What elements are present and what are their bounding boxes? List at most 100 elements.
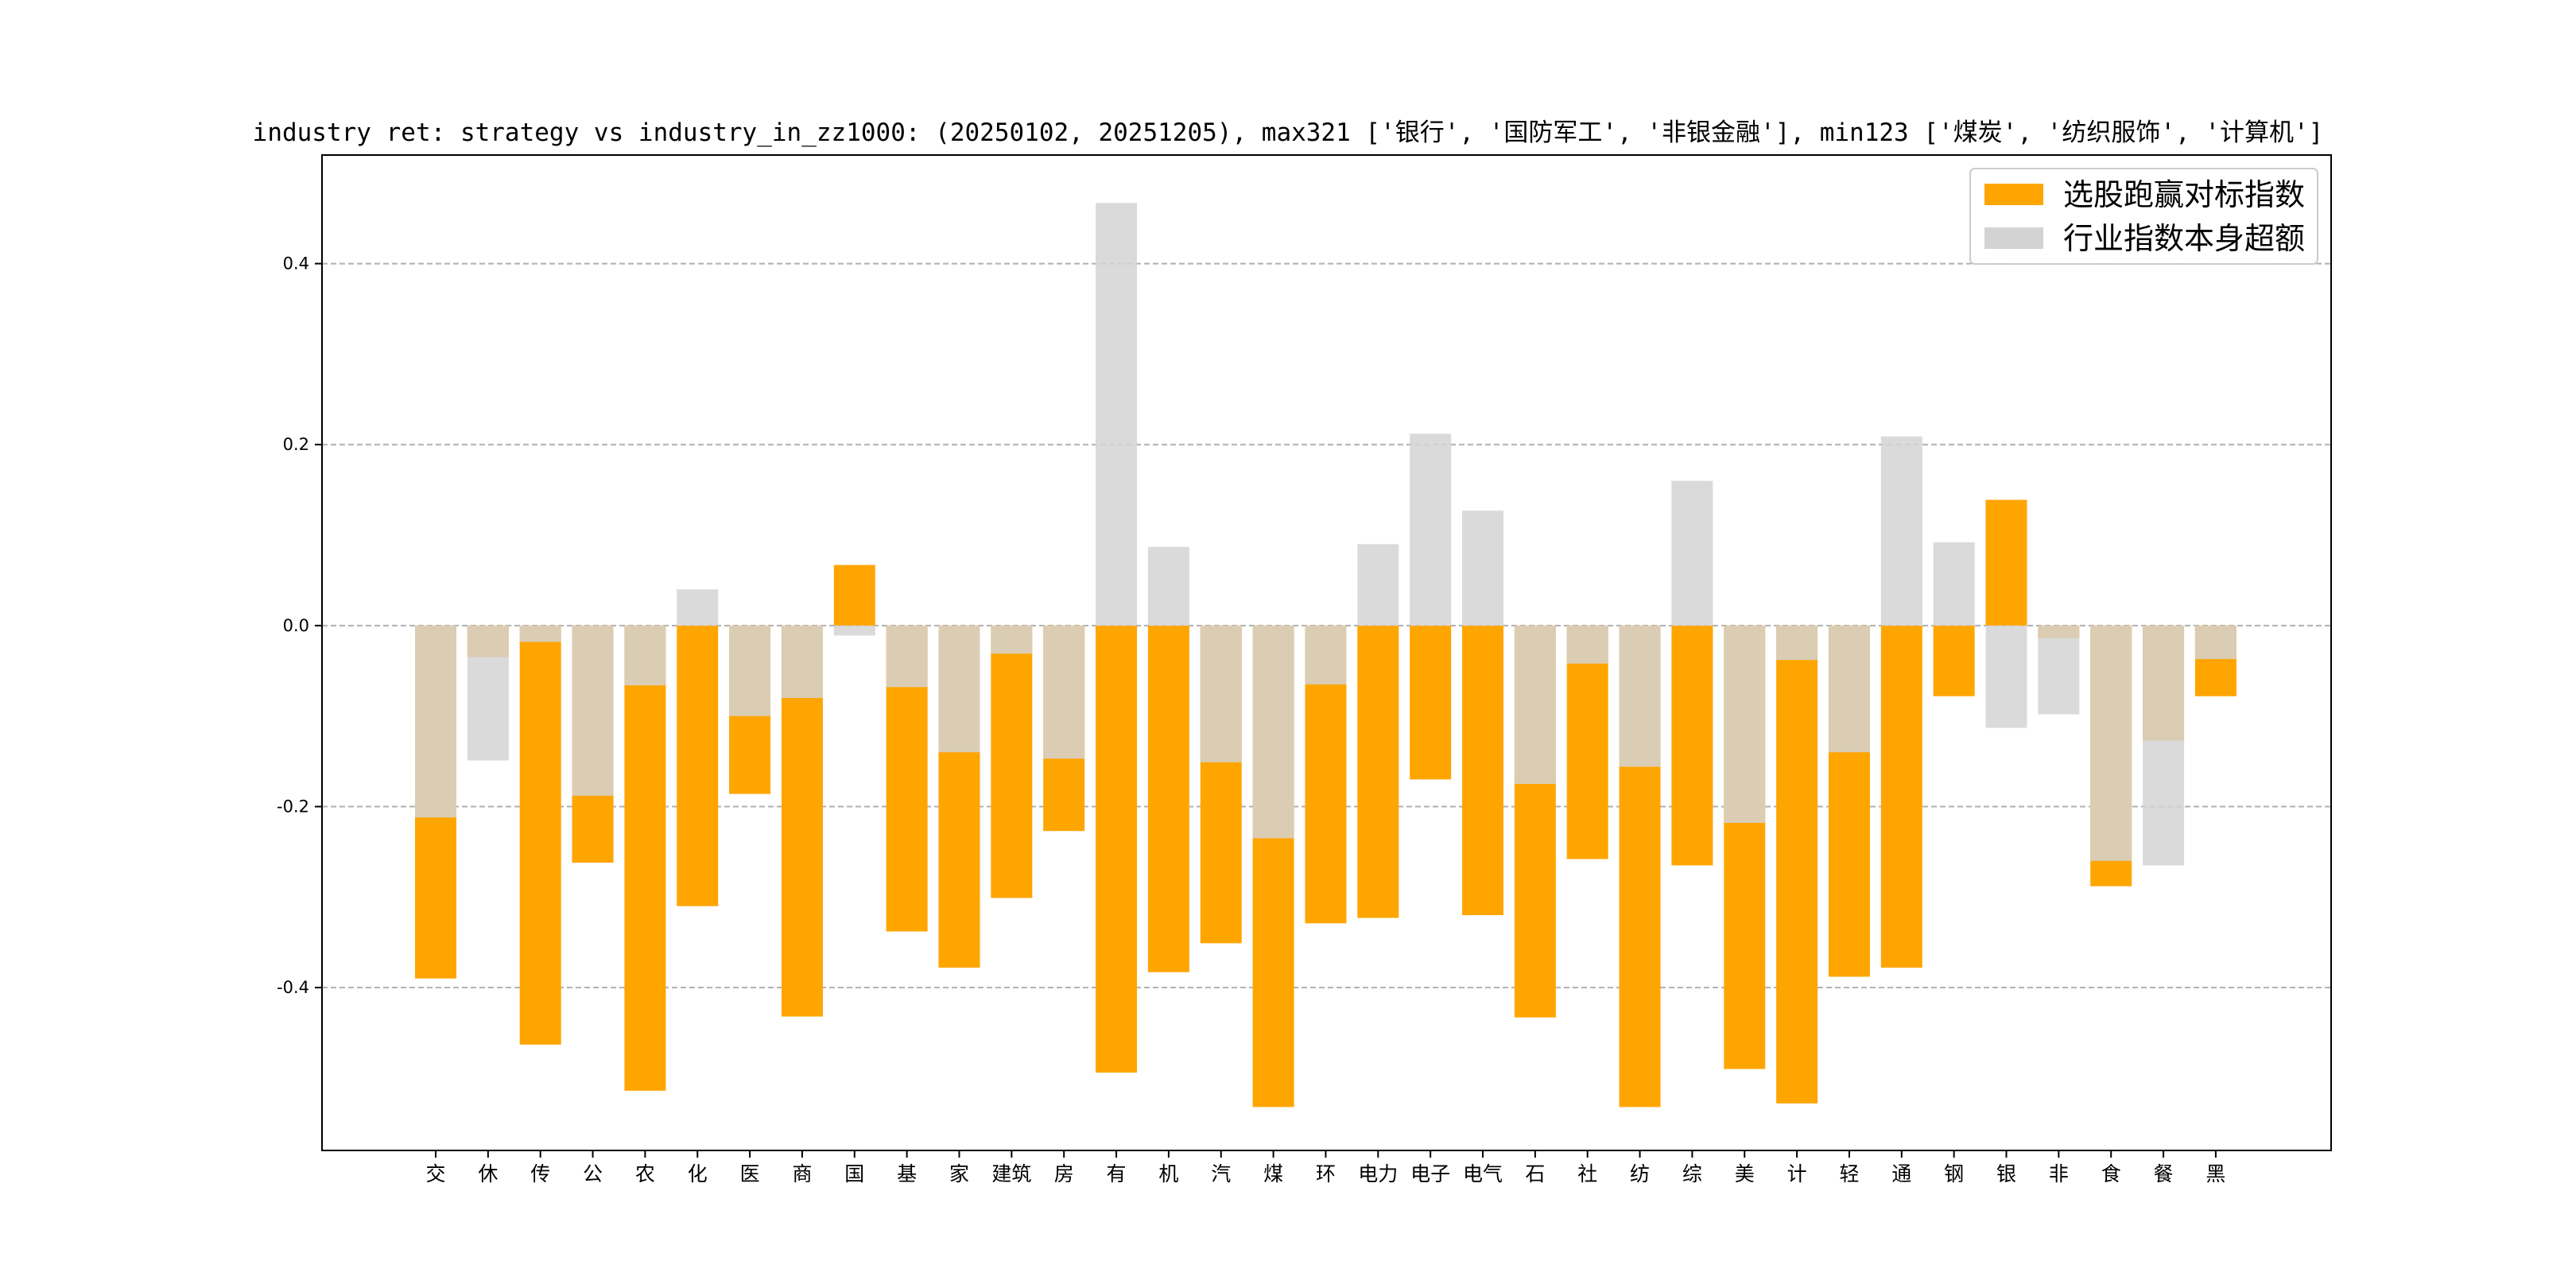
- bar-outperform: [1462, 625, 1503, 916]
- bar-outperform: [1933, 625, 1975, 696]
- legend-swatch-industry-excess: [1984, 227, 2043, 249]
- x-tick-label: 银: [1996, 1162, 2016, 1185]
- bar-industry-excess: [781, 625, 823, 698]
- x-tick-label: 纺: [1630, 1162, 1650, 1185]
- x-tick-label: 机: [1158, 1162, 1178, 1185]
- bar-industry-excess: [1357, 544, 1399, 626]
- x-tick-label: 国: [844, 1162, 864, 1185]
- x-tick-label: 黑: [2206, 1162, 2225, 1185]
- x-tick-label: 轻: [1839, 1162, 1859, 1185]
- x-axis: 交 休 传 公 农 化 医 商 国 基 家建筑房 有 机 汽 煤 环电力 电子 电气石 社 纺 综 美 计 轻 通 钢 银 非 食 餐 黑: [425, 1150, 2225, 1185]
- x-tick-label: 通: [1891, 1162, 1911, 1185]
- legend-box: [1969, 168, 2318, 265]
- bar-industry-excess: [1880, 436, 1922, 626]
- bar-outperform: [1776, 625, 1818, 1104]
- plot-frame: [321, 154, 2332, 1151]
- bar-outperform: [519, 625, 561, 1045]
- bar-outperform: [1410, 625, 1452, 780]
- legend: 选股跑赢对标指数 行业指数本身超额: [1969, 168, 2318, 265]
- bar-outperform: [1671, 625, 1713, 866]
- bar-industry-excess: [1462, 510, 1503, 626]
- bar-industry-excess: [729, 625, 771, 716]
- bar-industry-excess: [1566, 625, 1608, 664]
- bar-outperform: [1880, 625, 1922, 968]
- x-tick-label: 煤: [1263, 1162, 1283, 1185]
- bar-industry-excess: [1724, 625, 1766, 823]
- bar-outperform: [1096, 625, 1138, 1073]
- chart-title: industry ret: strategy vs industry_in_zz…: [253, 118, 2324, 147]
- bar-industry-excess: [1776, 625, 1818, 661]
- bar-outperform: [1147, 625, 1189, 972]
- y-tick-label: -0.2: [277, 797, 309, 816]
- bar-industry-excess: [624, 625, 666, 685]
- bar-industry-excess: [1252, 625, 1294, 839]
- bar-industry-excess: [572, 625, 614, 796]
- x-tick-label: 农: [635, 1162, 655, 1185]
- x-tick-label: 电气: [1463, 1162, 1503, 1185]
- bar-industry-excess: [1514, 625, 1556, 785]
- bar-industry-excess: [1200, 625, 1242, 762]
- x-tick-label: 汽: [1211, 1162, 1231, 1185]
- x-tick-label: 有: [1107, 1162, 1127, 1185]
- y-axis: -0.4 -0.2 0.0 0.2 0.4: [277, 254, 322, 997]
- bar-industry-excess: [833, 625, 875, 636]
- bar-outperform: [677, 625, 719, 906]
- x-tick-label: 社: [1577, 1162, 1597, 1185]
- x-tick-label: 计: [1787, 1162, 1807, 1185]
- x-tick-label: 传: [530, 1162, 550, 1185]
- bar-industry-excess: [2090, 625, 2132, 861]
- x-tick-label: 石: [1525, 1162, 1545, 1185]
- bar-industry-excess: [2143, 625, 2185, 866]
- x-tick-label: 综: [1682, 1162, 1702, 1185]
- bar-industry-excess: [1305, 625, 1347, 685]
- x-tick-label: 家: [949, 1162, 969, 1185]
- legend-label-industry-excess: 行业指数本身超额: [2063, 221, 2305, 256]
- bar-industry-excess: [1043, 625, 1085, 759]
- x-tick-label: 休: [478, 1162, 498, 1185]
- bar-outperform: [1985, 499, 2027, 626]
- y-tick-label: 0.2: [283, 435, 309, 454]
- bar-industry-excess: [1619, 625, 1661, 767]
- x-tick-label: 食: [2101, 1162, 2121, 1185]
- bar-outperform: [991, 625, 1033, 898]
- x-tick-label: 商: [792, 1162, 812, 1185]
- bar-outperform: [833, 564, 875, 626]
- y-tick-label: 0.0: [283, 616, 309, 635]
- x-tick-label: 电子: [1410, 1162, 1450, 1185]
- bar-industry-excess: [1671, 480, 1713, 626]
- bar-outperform: [624, 625, 666, 1091]
- bar-industry-excess: [886, 625, 928, 688]
- x-tick-label: 钢: [1944, 1162, 1964, 1185]
- bar-industry-excess: [1096, 203, 1138, 626]
- legend-swatch-outperform: [1984, 184, 2043, 205]
- bar-industry-excess: [1828, 625, 1870, 753]
- x-tick-label: 基: [897, 1162, 917, 1185]
- bar-industry-excess: [415, 625, 456, 818]
- bar-industry-excess: [991, 625, 1033, 654]
- x-tick-label: 餐: [2154, 1162, 2174, 1185]
- y-tick-label: -0.4: [277, 978, 309, 997]
- x-tick-label: 电力: [1358, 1162, 1398, 1185]
- series-industry-excess-bars: [415, 203, 2237, 866]
- bar-outperform: [1566, 625, 1608, 859]
- x-tick-label: 美: [1735, 1162, 1755, 1185]
- x-tick-label: 交: [425, 1162, 445, 1185]
- bar-industry-excess: [677, 589, 719, 626]
- bar-industry-excess: [2038, 625, 2080, 715]
- x-tick-label: 公: [583, 1162, 603, 1185]
- bar-industry-excess: [1933, 542, 1975, 626]
- y-tick-label: 0.4: [283, 254, 309, 274]
- bar-industry-excess: [1985, 625, 2027, 728]
- bar-industry-excess: [519, 625, 561, 642]
- bar-outperform: [1357, 625, 1399, 918]
- x-tick-label: 环: [1316, 1162, 1336, 1185]
- x-tick-label: 房: [1054, 1162, 1074, 1185]
- x-tick-label: 化: [688, 1162, 708, 1185]
- bar-industry-excess: [2194, 625, 2237, 659]
- bar-industry-excess: [1410, 433, 1452, 626]
- x-tick-label: 建筑: [991, 1162, 1031, 1185]
- bar-industry-excess: [938, 625, 980, 753]
- bar-industry-excess: [1147, 546, 1189, 626]
- bar-industry-excess: [467, 625, 509, 761]
